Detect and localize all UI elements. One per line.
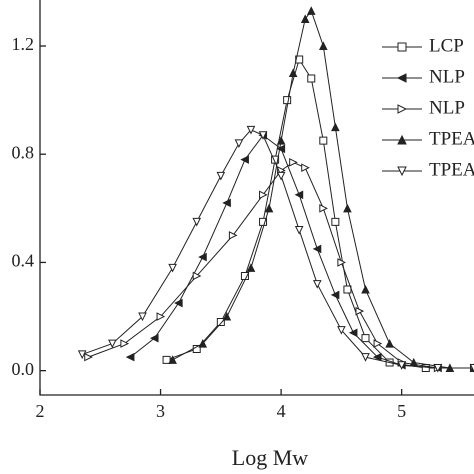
marker [348,328,358,338]
legend-label: TPEA [429,128,474,149]
marker [288,68,298,78]
marker [108,339,117,349]
series-line [82,129,474,369]
marker [125,352,135,362]
marker [294,225,304,235]
marker [174,298,183,308]
y-tick-label: 0.0 [12,359,35,379]
marker [433,363,443,373]
marker [331,217,340,226]
legend-marker [397,166,407,177]
marker [337,258,347,267]
x-axis-label: Log Mw [232,445,309,470]
y-tick-label: 0.4 [12,251,35,271]
legend-marker [397,104,408,114]
marker [300,14,310,23]
marker [385,338,394,348]
x-tick-label: 2 [36,401,45,421]
marker [216,171,226,181]
marker [192,271,202,281]
marker [276,144,286,154]
series-line [166,58,474,369]
series-line [88,161,474,369]
marker [372,352,382,362]
marker [312,280,322,289]
legend-marker [397,42,407,52]
marker [361,334,370,343]
marker [216,317,225,326]
series-line [130,134,474,369]
marker [246,125,256,135]
marker [192,217,202,227]
marker [306,6,316,15]
marker [84,352,93,362]
marker [319,136,328,145]
marker [198,338,208,348]
marker [138,312,147,322]
axes [39,0,474,396]
marker [330,290,340,300]
marker [355,306,365,316]
marker [397,361,406,370]
legend-label: LCP [429,35,464,56]
marker [301,163,310,173]
marker [246,263,256,272]
marker [307,74,316,83]
marker [156,312,166,321]
y-tick-label: 1.2 [12,34,35,54]
marker [343,285,352,294]
marker [289,158,298,167]
y-tick-label: 0.8 [12,142,35,162]
legend-marker [396,73,407,83]
marker [283,96,292,105]
marker [264,203,274,213]
marker [337,326,346,335]
marker [361,353,370,362]
marker [294,190,304,200]
marker [162,355,171,364]
marker [331,122,340,132]
x-tick-label: 4 [277,401,286,421]
marker [318,41,328,50]
marker [222,198,231,208]
marker [168,263,177,273]
legend-label: NLP [429,66,465,87]
legend-marker [397,134,407,145]
marker [343,203,352,213]
marker [259,190,268,200]
marker [234,139,244,149]
x-tick-label: 3 [156,401,165,421]
marker [168,355,177,364]
marker [228,231,238,240]
marker [276,171,286,181]
marker [469,363,474,373]
marker [77,350,87,360]
legend-label: TPEA [429,159,474,180]
series-line [172,9,474,369]
marker [319,204,328,213]
marker [240,155,249,164]
marker [373,339,383,348]
marker [198,252,207,262]
marker [149,333,159,343]
marker [120,339,130,348]
x-tick-label: 5 [397,401,406,421]
marker [222,311,232,321]
marker [361,284,370,294]
marker [312,244,322,254]
marker [276,136,286,145]
legend-label: NLP [429,97,465,118]
marker [258,131,268,140]
marker [240,271,249,280]
